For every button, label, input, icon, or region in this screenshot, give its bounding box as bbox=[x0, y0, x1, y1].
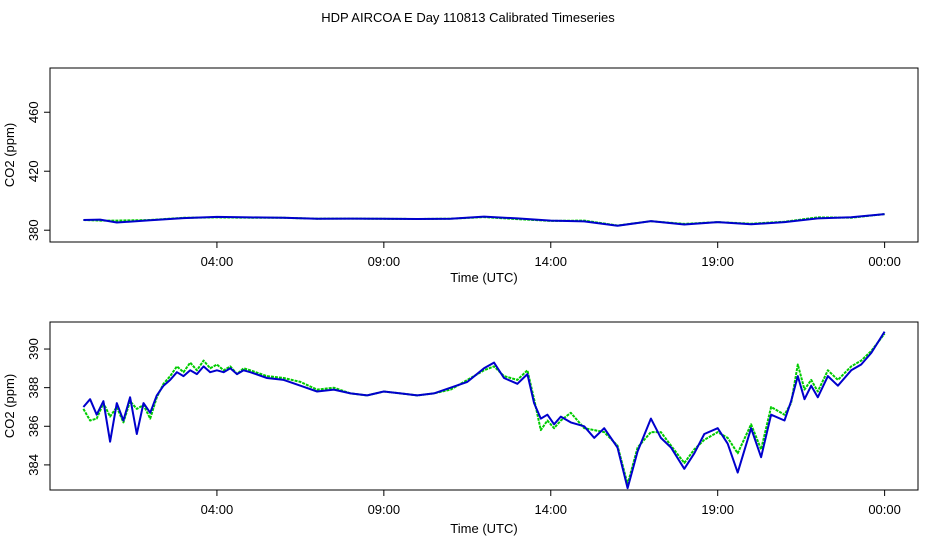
x-tick-label: 00:00 bbox=[868, 254, 901, 269]
y-tick-label: 388 bbox=[26, 377, 41, 399]
y-tick-label: 390 bbox=[26, 338, 41, 360]
y-ticks-bottom: 384 386 388 390 bbox=[26, 338, 50, 476]
x-tick-label: 04:00 bbox=[201, 502, 234, 517]
y-tick-label: 380 bbox=[26, 219, 41, 241]
x-axis-label-top: Time (UTC) bbox=[450, 270, 517, 285]
x-ticks-bottom: 04:00 09:00 14:00 19:00 00:00 bbox=[201, 490, 901, 517]
x-tick-label: 19:00 bbox=[701, 502, 734, 517]
x-tick-label: 14:00 bbox=[534, 254, 567, 269]
x-tick-label: 00:00 bbox=[868, 502, 901, 517]
y-axis-label-top: CO2 (ppm) bbox=[2, 123, 17, 187]
panel-bottom: 04:00 09:00 14:00 19:00 00:00 384 386 388 390 T… bbox=[2, 321, 919, 536]
y-tick-label: 460 bbox=[26, 101, 41, 123]
chart-title: HDP AIRCOA E Day 110813 Calibrated Times… bbox=[321, 10, 615, 25]
series-line-blue bbox=[83, 213, 885, 227]
y-ticks-top: 380 420 460 bbox=[26, 101, 50, 241]
y-tick-label: 384 bbox=[26, 454, 41, 476]
series-line-blue bbox=[82, 331, 886, 490]
series-lines-bottom bbox=[82, 331, 886, 490]
y-tick-label: 386 bbox=[26, 415, 41, 437]
plot-frame-top bbox=[49, 67, 919, 243]
panel-top: 04:00 09:00 14:00 19:00 00:00 380 420 460 Time… bbox=[2, 67, 919, 285]
series-line-green bbox=[82, 332, 886, 486]
x-tick-label: 04:00 bbox=[201, 254, 234, 269]
y-tick-label: 420 bbox=[26, 160, 41, 182]
x-tick-label: 19:00 bbox=[701, 254, 734, 269]
x-tick-label: 09:00 bbox=[368, 502, 401, 517]
series-lines-top bbox=[83, 213, 885, 227]
x-ticks-top: 04:00 09:00 14:00 19:00 00:00 bbox=[201, 242, 901, 269]
y-axis-label-bottom: CO2 (ppm) bbox=[2, 374, 17, 438]
x-tick-label: 09:00 bbox=[368, 254, 401, 269]
plot-frame-bottom bbox=[49, 321, 919, 491]
x-tick-label: 14:00 bbox=[534, 502, 567, 517]
x-axis-label-bottom: Time (UTC) bbox=[450, 521, 517, 536]
